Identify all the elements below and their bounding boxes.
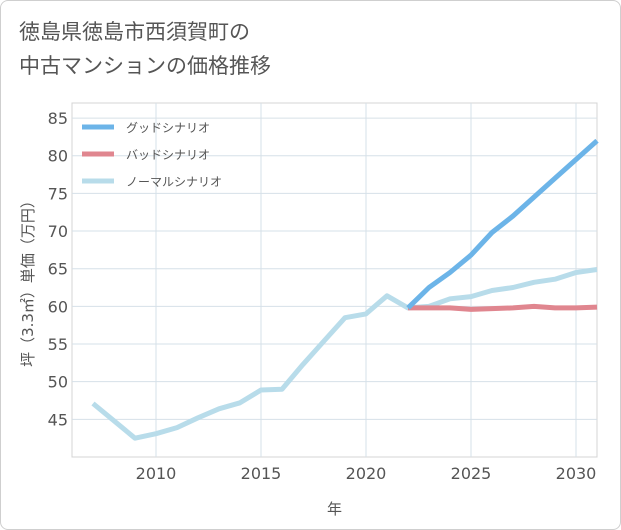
legend-label: ノーマルシナリオ (126, 175, 222, 189)
series-line-0 (406, 138, 599, 310)
plot-area (71, 102, 598, 458)
y-tick-label: 75 (48, 184, 68, 203)
y-tick-label: 45 (48, 410, 68, 429)
y-tick-label: 85 (48, 109, 68, 128)
y-axis-title: 坪（3.3㎡）単価（万円） (19, 193, 37, 367)
chart-title: 徳島県徳島市西須賀町の 中古マンションの価格推移 (19, 15, 579, 83)
y-tick-label: 80 (48, 147, 68, 166)
y-tick-label: 60 (48, 297, 68, 316)
chart-title-line-2: 中古マンションの価格推移 (19, 54, 271, 78)
grid-lines (72, 103, 597, 457)
x-tick-label: 2025 (451, 464, 492, 483)
y-tick-label: 50 (48, 373, 68, 392)
y-tick-labels: 45 50 55 60 65 70 75 80 85 (48, 109, 68, 429)
x-tick-labels: 2010 2015 2020 2025 2030 (136, 464, 597, 483)
series-layer (91, 138, 599, 441)
y-tick-label: 70 (48, 222, 68, 241)
series-line-1 (408, 303, 598, 312)
y-tick-label: 55 (48, 335, 68, 354)
series-line-2 (91, 267, 598, 441)
chart-title-line-1: 徳島県徳島市西須賀町の (19, 20, 250, 44)
x-tick-label: 2030 (556, 464, 597, 483)
x-axis-title: 年 (327, 500, 342, 518)
x-tick-label: 2010 (136, 464, 177, 483)
legend-label: グッドシナリオ (126, 121, 210, 135)
legend-label: バッドシナリオ (126, 148, 210, 162)
x-tick-label: 2020 (346, 464, 387, 483)
y-tick-label: 65 (48, 260, 68, 279)
x-tick-label: 2015 (241, 464, 282, 483)
